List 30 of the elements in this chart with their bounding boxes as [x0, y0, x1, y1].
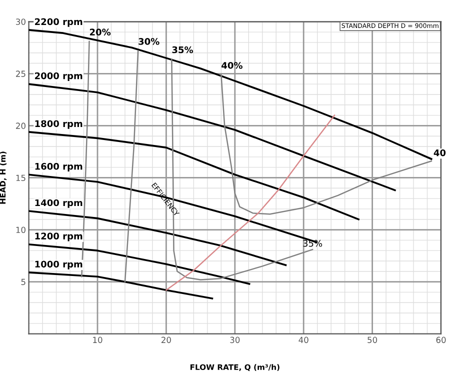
x-tick-label: 20 [162, 336, 171, 344]
x-tick-label: 10 [93, 336, 102, 344]
series-label: 1400 rpm [35, 199, 82, 208]
line-series [220, 74, 432, 215]
x-tick-label: 50 [368, 336, 378, 344]
series-label: 1600 rpm [35, 162, 82, 172]
x-tick-label: 40 [298, 336, 308, 344]
y-tick-label: 15 [16, 174, 26, 182]
series-label: 1000 rpm [35, 260, 82, 270]
line-series [28, 29, 432, 160]
series-label: 40% [222, 62, 242, 69]
y-tick-label: 25 [16, 70, 26, 77]
series-label: 1200 rpm [35, 232, 82, 242]
y-tick-label: 20 [16, 122, 26, 129]
line-series [28, 243, 250, 285]
series-label: 20% [90, 28, 111, 36]
line-series [28, 272, 214, 300]
series-label: 2200 rpm [35, 18, 82, 27]
x-tick-label: 30 [230, 336, 240, 344]
annotation: 40 [434, 149, 446, 156]
y-tick-label: 10 [16, 226, 26, 234]
series-label: 1800 rpm [35, 120, 82, 129]
series-label: 2000 rpm [35, 72, 82, 81]
series-label: 30% [138, 38, 160, 45]
y-tick-label: 30 [16, 18, 26, 25]
line-series [81, 40, 90, 278]
line-series [28, 131, 360, 220]
series-label: 35% [172, 46, 194, 54]
x-tick-label: 60 [436, 336, 446, 344]
y-tick-label: 5 [21, 278, 26, 286]
